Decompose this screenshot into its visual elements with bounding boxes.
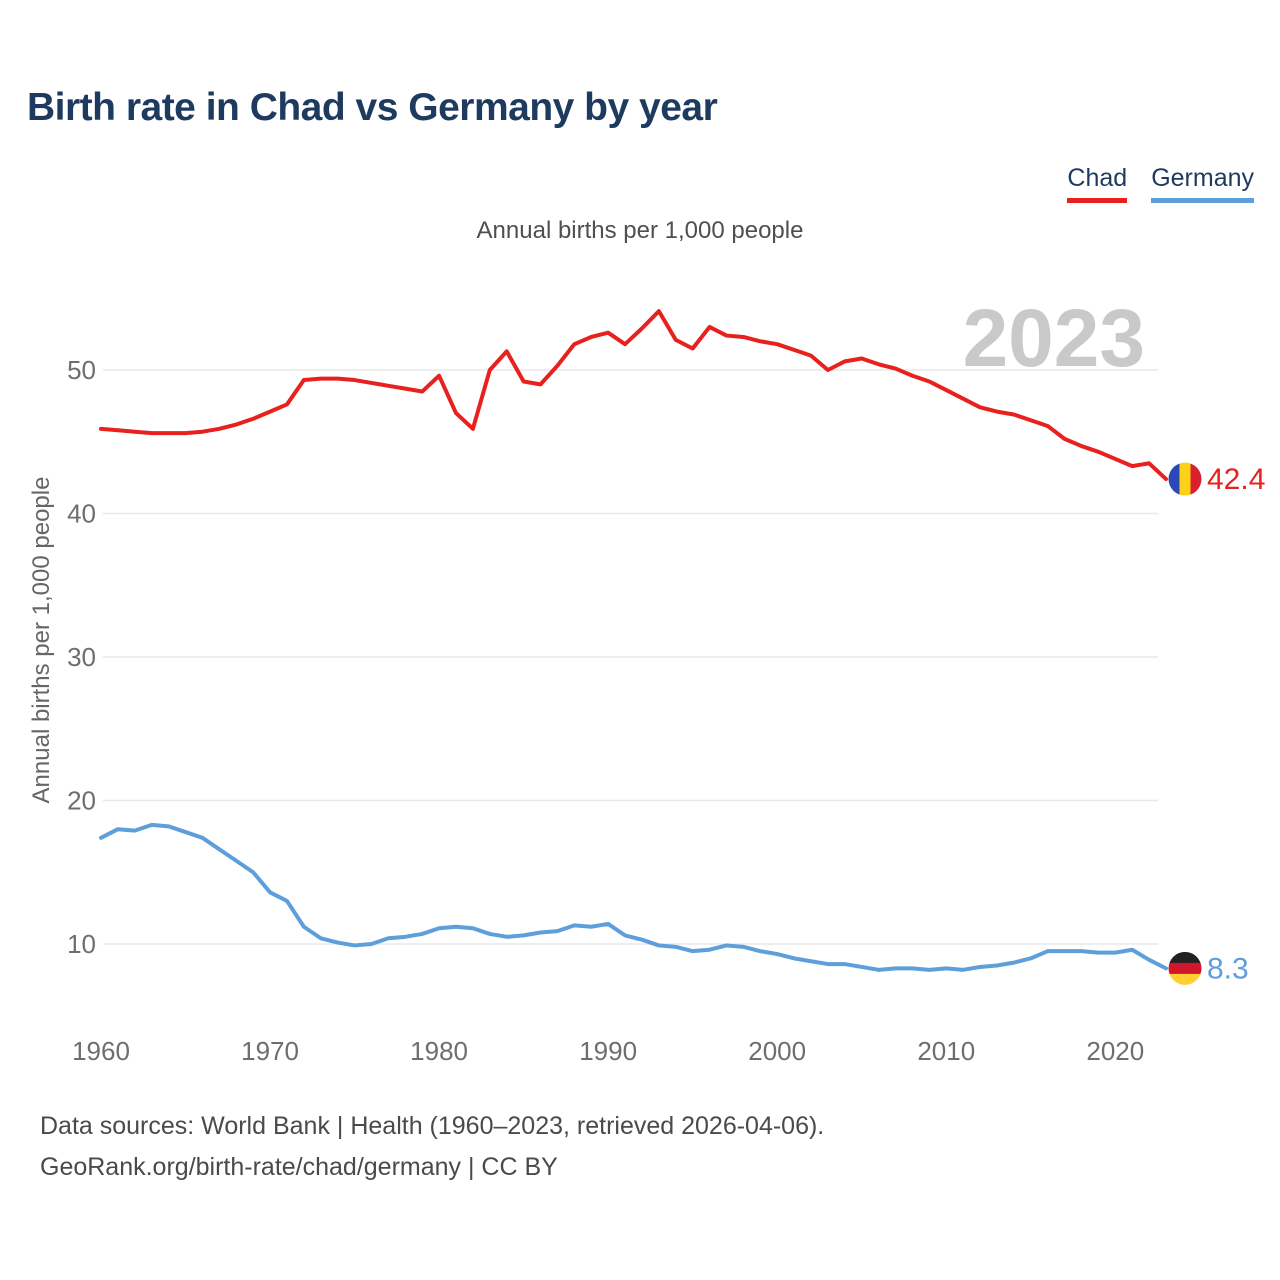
chad-end-value: 42.4 xyxy=(1207,463,1265,496)
x-tick-label: 1970 xyxy=(241,1036,299,1066)
chad-line xyxy=(99,309,1168,482)
x-tick-label: 1980 xyxy=(410,1036,468,1066)
footer-attribution: GeoRank.org/birth-rate/chad/germany | CC… xyxy=(40,1153,558,1181)
footer: Data sources: World Bank | Health (1960–… xyxy=(40,1106,824,1188)
x-tick-label: 2000 xyxy=(748,1036,806,1066)
germany-flag-icon xyxy=(1168,951,1202,985)
chart-subtitle: Annual births per 1,000 people xyxy=(476,217,804,244)
year-watermark: 2023 xyxy=(963,293,1145,384)
y-tick-label: 30 xyxy=(67,642,96,672)
x-tick-label: 1960 xyxy=(72,1036,130,1066)
legend-item-chad[interactable]: Chad xyxy=(1067,164,1128,203)
x-tick-label: 2020 xyxy=(1086,1036,1144,1066)
legend: Chad Germany xyxy=(1067,164,1254,203)
y-tick-label: 20 xyxy=(67,786,96,816)
footer-data-sources: Data sources: World Bank | Health (1960–… xyxy=(40,1112,825,1140)
germany-line xyxy=(99,822,1168,972)
y-tick-label: 40 xyxy=(67,499,96,529)
chad-flag-icon xyxy=(1168,462,1202,496)
y-tick-label: 10 xyxy=(67,929,96,959)
y-tick-label: 50 xyxy=(67,355,96,385)
x-tick-label: 2010 xyxy=(917,1036,975,1066)
page-title: Birth rate in Chad vs Germany by year xyxy=(27,86,718,129)
legend-item-germany[interactable]: Germany xyxy=(1151,164,1254,203)
germany-end-value: 8.3 xyxy=(1207,952,1249,985)
x-tick-label: 1990 xyxy=(579,1036,637,1066)
